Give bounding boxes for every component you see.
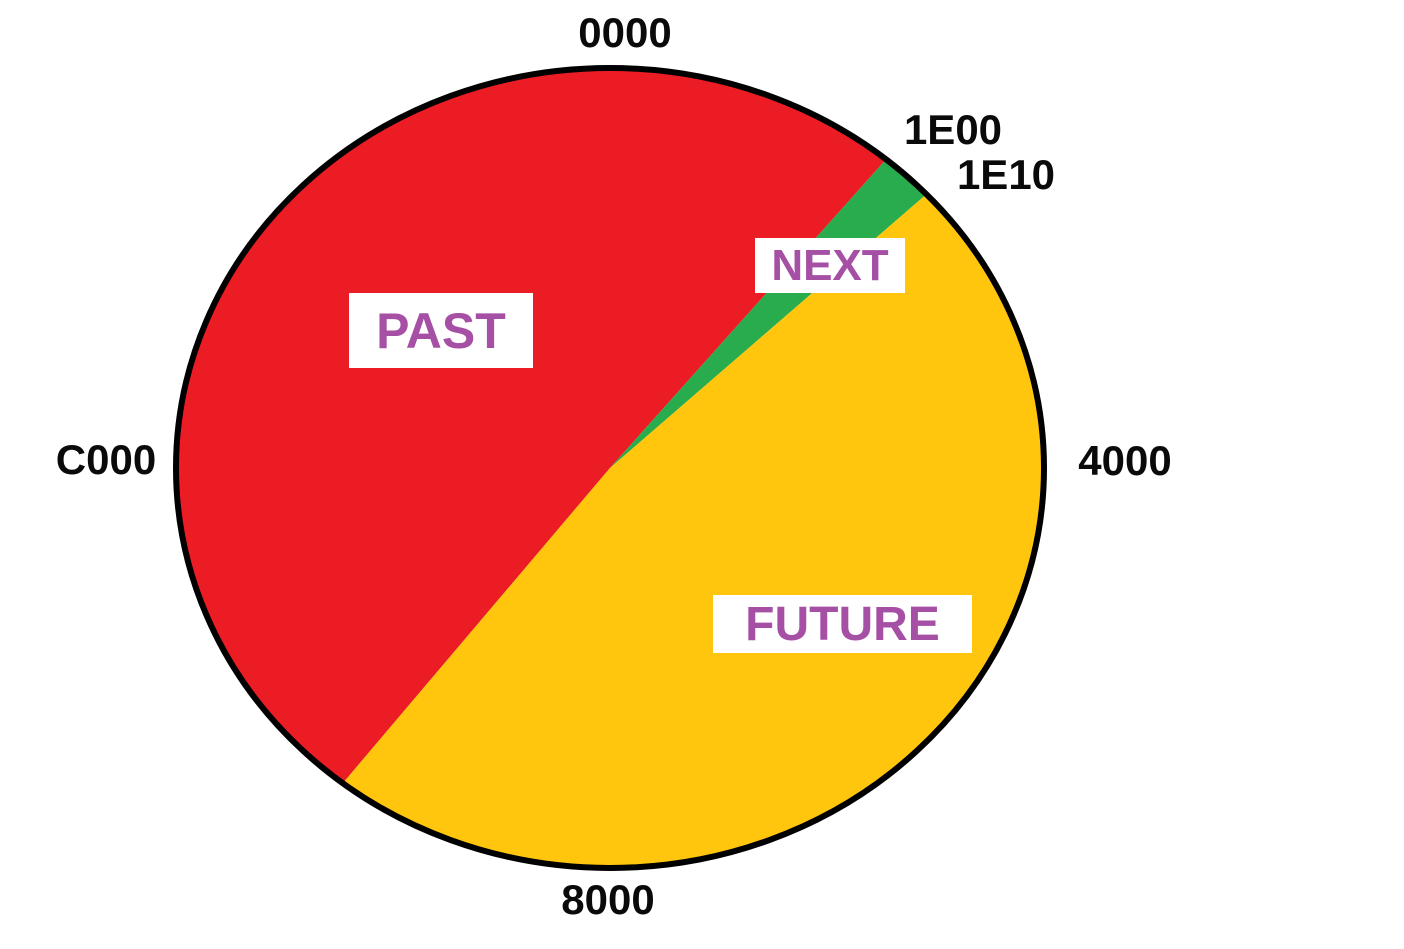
pie-outline xyxy=(173,65,1047,871)
boundary-label-1e10: 1E10 xyxy=(956,151,1056,198)
pie-slice-past xyxy=(175,67,887,784)
tick-label-8000: 8000 xyxy=(561,876,655,923)
slice-label-next: NEXT xyxy=(755,238,905,293)
tick-label-4000: 4000 xyxy=(1078,437,1172,484)
tick-label-0000: 0000 xyxy=(578,9,672,56)
boundary-label-1e00: 1E00 xyxy=(903,106,1003,153)
slice-label-past: PAST xyxy=(349,293,533,368)
slice-label-future: FUTURE xyxy=(713,595,972,653)
tick-label-c000: C000 xyxy=(55,436,157,483)
pie-slice-future xyxy=(342,194,1045,869)
pie-slice-next xyxy=(610,159,927,468)
